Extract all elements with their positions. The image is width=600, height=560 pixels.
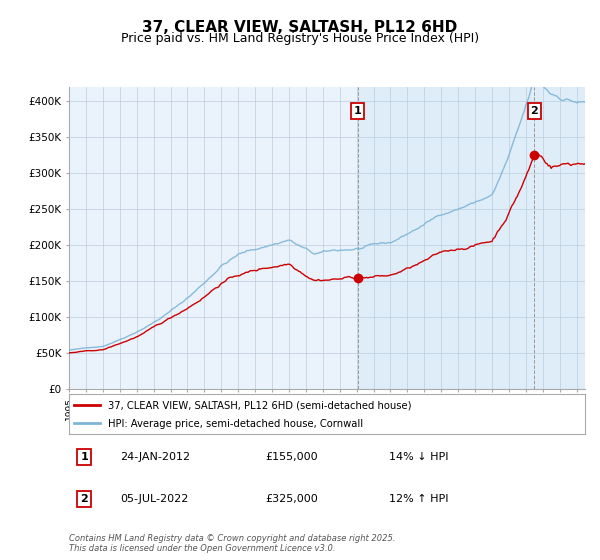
Text: 37, CLEAR VIEW, SALTASH, PL12 6HD: 37, CLEAR VIEW, SALTASH, PL12 6HD: [142, 20, 458, 35]
Text: £155,000: £155,000: [265, 452, 318, 462]
Bar: [358, 87, 585, 389]
Text: £325,000: £325,000: [265, 494, 318, 505]
Text: 24-JAN-2012: 24-JAN-2012: [121, 452, 191, 462]
Text: Price paid vs. HM Land Registry's House Price Index (HPI): Price paid vs. HM Land Registry's House …: [121, 32, 479, 45]
Text: 1: 1: [80, 452, 88, 462]
Text: 2: 2: [530, 106, 538, 116]
Text: 2: 2: [80, 494, 88, 505]
Text: 05-JUL-2022: 05-JUL-2022: [121, 494, 189, 505]
Text: HPI: Average price, semi-detached house, Cornwall: HPI: Average price, semi-detached house,…: [108, 418, 363, 428]
Text: Contains HM Land Registry data © Crown copyright and database right 2025.
This d: Contains HM Land Registry data © Crown c…: [69, 534, 395, 553]
Text: 14% ↓ HPI: 14% ↓ HPI: [389, 452, 448, 462]
Text: 12% ↑ HPI: 12% ↑ HPI: [389, 494, 448, 505]
Text: 1: 1: [354, 106, 362, 116]
Text: 37, CLEAR VIEW, SALTASH, PL12 6HD (semi-detached house): 37, CLEAR VIEW, SALTASH, PL12 6HD (semi-…: [108, 401, 411, 411]
